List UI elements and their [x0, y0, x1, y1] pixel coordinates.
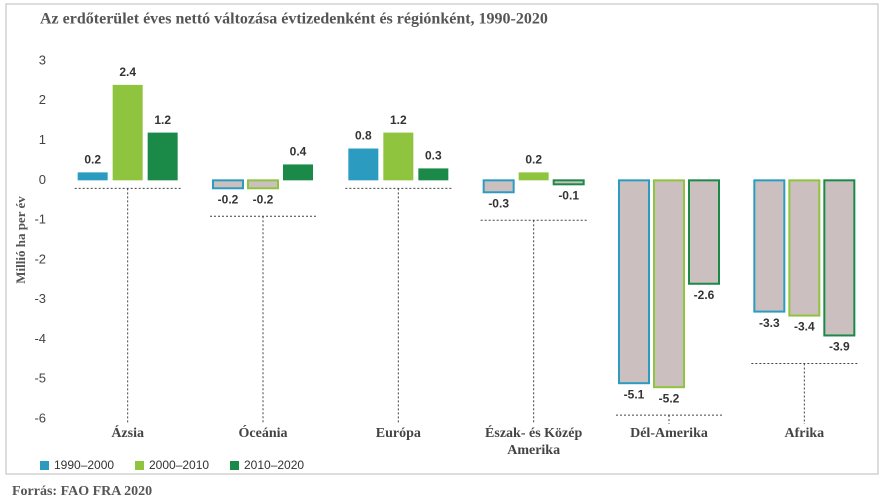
- y-tick-label: -5: [34, 371, 46, 386]
- x-tick-label-box: Óceánia: [238, 426, 288, 441]
- y-tick-label: 2: [39, 92, 46, 107]
- y-tick-label: -3: [34, 291, 46, 306]
- value-label: -2.6: [694, 288, 715, 302]
- legend-label: 2010–2020: [244, 458, 304, 472]
- bar: [618, 179, 650, 385]
- bar: [688, 179, 720, 285]
- bar: [212, 179, 244, 190]
- legend-label: 1990–2000: [54, 458, 114, 472]
- bar: [823, 179, 856, 337]
- y-axis-label: Millió ha per év: [13, 196, 28, 284]
- x-tick-label: Afrika: [784, 426, 825, 441]
- bar: [147, 132, 178, 181]
- value-label: -3.4: [794, 320, 815, 334]
- y-tick-label: -4: [34, 331, 46, 346]
- legend-swatch: [230, 461, 239, 470]
- bar: [753, 179, 786, 313]
- x-tick-label-box: Európa: [375, 426, 421, 441]
- value-label: 0.4: [290, 145, 307, 159]
- frame: [5, 3, 879, 475]
- value-label: 0.3: [425, 149, 442, 163]
- source: Forrás: FAO FRA 2020: [12, 484, 152, 499]
- value-label: -3.3: [759, 316, 780, 330]
- bar: [348, 148, 379, 181]
- x-tick-label: Ázsia: [111, 426, 144, 441]
- value-label: 2.4: [119, 65, 136, 79]
- value-label: -5.1: [624, 387, 645, 401]
- x-tick-label-box: Ázsia: [111, 426, 144, 441]
- value-label: -0.2: [253, 192, 274, 206]
- x-tick-label-box: Afrika: [784, 426, 825, 441]
- value-label: -0.3: [488, 196, 509, 210]
- x-tick-label: Óceánia: [238, 426, 288, 441]
- y-tick-label: -2: [34, 251, 46, 266]
- bar: [383, 132, 414, 181]
- bar: [552, 179, 585, 186]
- x-tick-label: Észak- és Közép Amerika: [485, 426, 583, 458]
- bar: [247, 179, 279, 190]
- bar: [77, 172, 108, 181]
- value-label: -0.1: [558, 188, 579, 202]
- value-label: 0.2: [525, 153, 542, 167]
- value-label: -3.9: [829, 340, 850, 354]
- legend-swatch: [40, 461, 49, 470]
- value-label: -5.2: [659, 391, 680, 405]
- bar: [418, 168, 449, 181]
- value-label: 0.8: [355, 129, 372, 143]
- bar: [788, 179, 821, 317]
- y-tick-label: 3: [39, 52, 46, 67]
- x-tick-label: Európa: [375, 426, 421, 441]
- y-tick-label: -1: [34, 212, 46, 227]
- value-label: 0.2: [84, 153, 101, 167]
- value-label: 1.2: [154, 113, 171, 127]
- chart-title: Az erdőterület éves nettó változása évti…: [40, 11, 548, 28]
- value-label: -0.2: [218, 192, 239, 206]
- y-tick-label: -6: [34, 410, 46, 425]
- bar: [112, 84, 143, 181]
- legend-swatch: [135, 461, 144, 470]
- x-tick-label-box: Észak- és Közép Amerika: [485, 426, 583, 458]
- x-tick-label: Dél-Amerika: [630, 426, 708, 441]
- x-tick-label-box: Dél-Amerika: [630, 426, 708, 441]
- bar: [518, 172, 549, 181]
- value-label: 1.2: [390, 113, 407, 127]
- bar: [653, 179, 685, 389]
- bar: [283, 164, 313, 181]
- y-tick-label: 1: [39, 132, 46, 147]
- y-tick-label: 0: [39, 172, 46, 187]
- legend-label: 2000–2010: [149, 458, 209, 472]
- bar: [482, 179, 515, 194]
